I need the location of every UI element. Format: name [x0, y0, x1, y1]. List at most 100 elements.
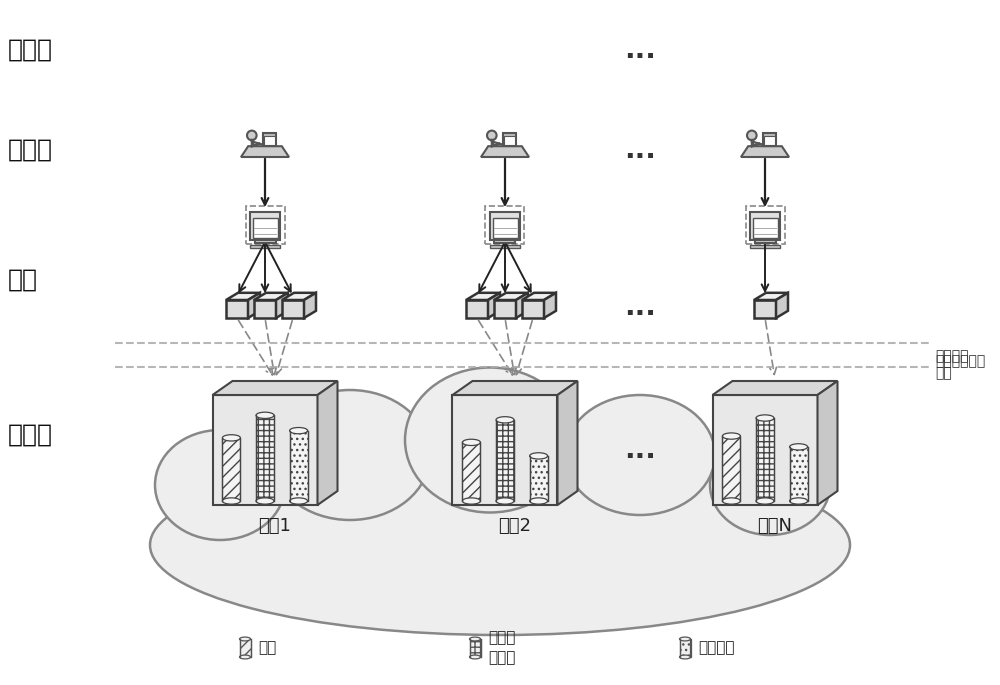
Bar — [755, 240, 776, 243]
Polygon shape — [544, 292, 556, 318]
Polygon shape — [304, 292, 316, 318]
Polygon shape — [557, 381, 578, 505]
Ellipse shape — [496, 416, 514, 423]
Text: 客户端: 客户端 — [8, 38, 53, 62]
Ellipse shape — [290, 427, 308, 434]
Ellipse shape — [222, 435, 240, 441]
Bar — [756, 418, 774, 501]
Bar — [490, 245, 520, 247]
Bar — [492, 218, 518, 238]
Polygon shape — [254, 292, 288, 300]
Ellipse shape — [155, 430, 285, 540]
Bar — [753, 218, 778, 238]
Text: 容量: 容量 — [258, 640, 276, 656]
Bar — [750, 245, 780, 247]
Bar — [290, 431, 308, 501]
Ellipse shape — [462, 498, 480, 504]
Ellipse shape — [680, 655, 690, 659]
Bar — [722, 436, 740, 501]
Polygon shape — [754, 300, 776, 318]
Text: 存储端: 存储端 — [8, 423, 53, 447]
Polygon shape — [522, 292, 556, 300]
Polygon shape — [254, 300, 276, 318]
Polygon shape — [741, 146, 789, 157]
Text: 仓库1: 仓库1 — [259, 517, 291, 535]
Polygon shape — [488, 292, 500, 318]
Ellipse shape — [270, 390, 430, 520]
Bar — [250, 245, 280, 247]
Bar — [263, 133, 276, 146]
Bar — [496, 420, 514, 501]
Bar — [252, 218, 278, 238]
Text: 云盘分配策略: 云盘分配策略 — [935, 354, 985, 368]
Bar — [530, 456, 548, 501]
Text: ...: ... — [624, 436, 656, 464]
Bar — [490, 212, 520, 240]
Ellipse shape — [222, 498, 240, 504]
Bar — [504, 136, 515, 145]
Polygon shape — [318, 381, 338, 505]
Ellipse shape — [680, 637, 690, 641]
Bar — [264, 136, 275, 145]
Polygon shape — [494, 292, 528, 300]
Text: 云盘: 云盘 — [8, 268, 38, 292]
Polygon shape — [212, 381, 338, 395]
Ellipse shape — [722, 498, 740, 504]
Ellipse shape — [722, 433, 740, 439]
Bar — [462, 443, 480, 501]
Text: ...: ... — [624, 293, 656, 321]
Polygon shape — [212, 395, 318, 505]
Ellipse shape — [462, 439, 480, 445]
Text: 每秒读
写次数: 每秒读 写次数 — [488, 631, 515, 665]
Bar — [790, 447, 808, 501]
Polygon shape — [282, 292, 316, 300]
Polygon shape — [466, 300, 488, 318]
Polygon shape — [516, 292, 528, 318]
Text: 存储带宽: 存储带宽 — [698, 640, 734, 656]
Polygon shape — [241, 146, 289, 157]
Ellipse shape — [756, 498, 774, 504]
Polygon shape — [226, 292, 260, 300]
Ellipse shape — [470, 637, 480, 641]
Polygon shape — [481, 146, 529, 157]
Polygon shape — [282, 300, 304, 318]
Bar — [680, 639, 690, 657]
Polygon shape — [248, 292, 260, 318]
Ellipse shape — [565, 395, 715, 515]
Polygon shape — [452, 395, 557, 505]
Bar — [485, 206, 524, 244]
Bar — [763, 133, 776, 146]
Polygon shape — [452, 381, 578, 395]
Bar — [494, 240, 515, 243]
Bar — [470, 639, 481, 657]
Text: 仓库N: 仓库N — [758, 517, 792, 535]
Bar — [764, 136, 775, 145]
Ellipse shape — [530, 453, 548, 459]
Polygon shape — [494, 300, 516, 318]
Ellipse shape — [256, 412, 274, 419]
Circle shape — [487, 131, 497, 140]
Polygon shape — [522, 300, 544, 318]
Polygon shape — [466, 292, 500, 300]
Polygon shape — [226, 300, 248, 318]
Ellipse shape — [150, 455, 850, 635]
Polygon shape — [276, 292, 288, 318]
Circle shape — [247, 131, 257, 140]
Ellipse shape — [530, 498, 548, 504]
Text: 仓库2: 仓库2 — [498, 517, 532, 535]
Ellipse shape — [496, 498, 514, 504]
Ellipse shape — [790, 444, 808, 450]
Bar — [240, 639, 250, 657]
Bar — [250, 212, 280, 240]
Ellipse shape — [240, 637, 251, 641]
Polygon shape — [712, 381, 838, 395]
Polygon shape — [754, 292, 788, 300]
Ellipse shape — [710, 435, 830, 535]
Bar — [254, 240, 276, 243]
Bar — [746, 206, 784, 244]
Bar — [256, 415, 274, 501]
Ellipse shape — [256, 498, 274, 504]
Polygon shape — [818, 381, 838, 505]
Bar — [750, 212, 780, 240]
Bar — [503, 133, 516, 146]
